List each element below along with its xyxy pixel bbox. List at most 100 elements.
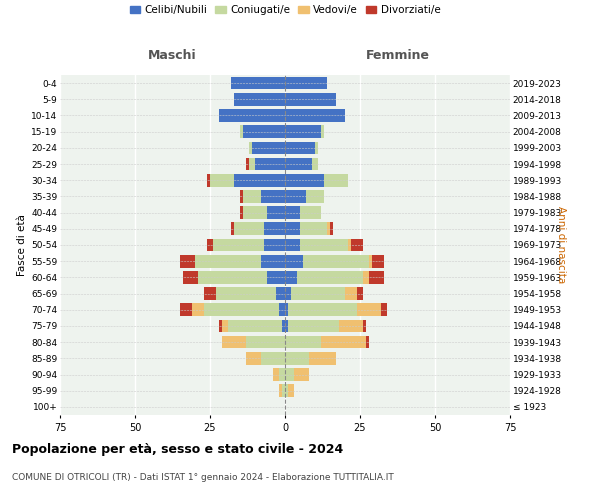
Text: Femmine: Femmine [365,49,430,62]
Bar [285,320,288,332]
Bar [285,93,336,106]
Bar [228,320,282,332]
Bar [285,142,315,154]
Bar [276,288,285,300]
Bar [288,384,294,397]
Bar [231,222,234,235]
Bar [192,304,204,316]
Bar [240,126,243,138]
Bar [243,206,267,219]
Bar [204,288,216,300]
Bar [285,368,294,381]
Bar [267,271,285,283]
Bar [264,238,285,252]
Bar [285,109,345,122]
Bar [240,190,243,202]
Bar [330,222,333,235]
Bar [273,368,279,381]
Y-axis label: Fasce di età: Fasce di età [17,214,27,276]
Bar [327,222,330,235]
Bar [285,352,309,364]
Bar [210,174,234,186]
Bar [222,336,246,348]
Bar [291,288,345,300]
Bar [249,158,255,170]
Bar [207,174,210,186]
Bar [234,222,264,235]
Bar [264,222,285,235]
Bar [372,255,384,268]
Bar [285,174,324,186]
Text: Popolazione per età, sesso e stato civile - 2024: Popolazione per età, sesso e stato civil… [12,442,343,456]
Bar [285,304,288,316]
Bar [216,288,276,300]
Bar [243,190,261,202]
Bar [243,126,285,138]
Bar [267,206,285,219]
Bar [285,206,300,219]
Bar [285,384,288,397]
Bar [321,126,324,138]
Legend: Celibi/Nubili, Coniugati/e, Vedovi/e, Divorziati/e: Celibi/Nubili, Coniugati/e, Vedovi/e, Di… [130,6,440,16]
Text: Maschi: Maschi [148,49,197,62]
Bar [285,336,321,348]
Bar [204,304,279,316]
Bar [348,238,351,252]
Bar [363,320,366,332]
Bar [195,255,261,268]
Bar [381,304,387,316]
Bar [285,126,321,138]
Bar [321,336,366,348]
Bar [219,109,285,122]
Bar [285,271,297,283]
Bar [234,93,285,106]
Bar [222,320,228,332]
Bar [285,158,312,170]
Bar [357,304,381,316]
Bar [279,368,285,381]
Bar [288,320,339,332]
Bar [357,288,363,300]
Bar [324,174,348,186]
Bar [213,238,264,252]
Bar [285,190,306,202]
Bar [300,238,348,252]
Bar [315,142,318,154]
Bar [300,206,321,219]
Text: COMUNE DI OTRICOLI (TR) - Dati ISTAT 1° gennaio 2024 - Elaborazione TUTTITALIA.I: COMUNE DI OTRICOLI (TR) - Dati ISTAT 1° … [12,472,394,482]
Bar [285,288,291,300]
Bar [312,158,318,170]
Bar [282,384,285,397]
Bar [231,77,285,90]
Bar [246,352,261,364]
Bar [180,304,192,316]
Bar [240,206,243,219]
Bar [207,238,213,252]
Bar [351,238,363,252]
Bar [279,304,285,316]
Bar [234,174,285,186]
Bar [261,352,285,364]
Bar [255,158,285,170]
Bar [369,271,384,283]
Bar [285,77,327,90]
Y-axis label: Anni di nascita: Anni di nascita [556,206,566,284]
Bar [309,352,336,364]
Bar [369,255,372,268]
Bar [366,336,369,348]
Bar [246,158,249,170]
Bar [279,384,282,397]
Bar [219,320,222,332]
Bar [246,336,285,348]
Bar [285,238,300,252]
Bar [198,271,267,283]
Bar [300,222,327,235]
Bar [285,255,303,268]
Bar [294,368,309,381]
Bar [180,255,195,268]
Bar [282,320,285,332]
Bar [261,255,285,268]
Bar [183,271,198,283]
Bar [303,255,369,268]
Bar [345,288,357,300]
